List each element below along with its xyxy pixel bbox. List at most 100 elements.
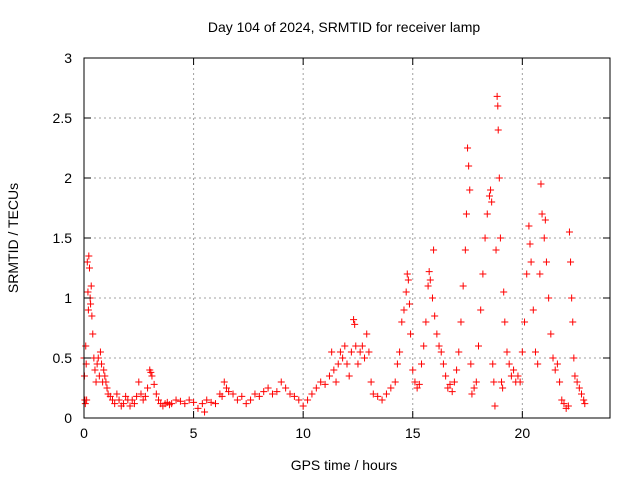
data-point <box>492 246 500 254</box>
data-point <box>521 318 529 326</box>
data-point <box>505 360 513 368</box>
data-point <box>260 388 268 396</box>
data-point <box>92 378 100 386</box>
data-point <box>496 234 504 242</box>
data-point <box>144 384 152 392</box>
data-point <box>358 342 366 350</box>
y-tick-label: 3 <box>64 50 72 66</box>
data-point <box>453 366 461 374</box>
data-point <box>81 400 89 408</box>
data-point <box>194 404 202 412</box>
data-point <box>422 318 430 326</box>
data-point <box>198 400 206 408</box>
data-point <box>439 360 447 368</box>
data-point <box>130 400 138 408</box>
data-point <box>545 294 553 302</box>
data-point <box>126 402 134 410</box>
data-point <box>84 306 92 314</box>
data-point <box>84 288 92 296</box>
data-point <box>580 396 588 404</box>
data-point <box>295 396 303 404</box>
data-point <box>523 270 531 278</box>
data-point <box>493 92 501 100</box>
data-point <box>220 378 228 386</box>
data-point <box>115 396 123 404</box>
data-point <box>351 320 359 328</box>
x-axis-label: GPS time / hours <box>291 457 398 473</box>
data-point <box>426 276 434 284</box>
data-point <box>413 384 421 392</box>
data-point <box>400 306 408 314</box>
data-point <box>106 392 114 400</box>
data-point <box>465 162 473 170</box>
data-point <box>102 378 110 386</box>
data-point <box>369 390 377 398</box>
data-point <box>569 318 577 326</box>
data-point <box>538 210 546 218</box>
data-point <box>352 342 360 350</box>
data-point <box>490 378 498 386</box>
data-point <box>567 258 575 266</box>
data-point <box>488 198 496 206</box>
data-point <box>536 270 544 278</box>
data-point <box>415 380 423 388</box>
data-point <box>403 270 411 278</box>
data-point <box>325 372 333 380</box>
data-point <box>387 384 395 392</box>
data-point <box>565 228 573 236</box>
data-point <box>282 384 290 392</box>
data-point <box>540 234 548 242</box>
data-point <box>446 380 454 388</box>
data-point <box>251 390 259 398</box>
y-tick-label: 0 <box>64 410 72 426</box>
y-tick-label: 1 <box>64 290 72 306</box>
data-point <box>455 348 463 356</box>
data-point <box>328 348 336 356</box>
data-point <box>527 258 535 266</box>
y-tick-label: 2.5 <box>53 110 73 126</box>
data-point <box>525 222 533 230</box>
data-point <box>336 348 344 356</box>
data-point <box>91 366 99 374</box>
data-point <box>273 388 281 396</box>
data-point <box>317 378 325 386</box>
data-point <box>435 342 443 350</box>
data-point <box>94 354 102 362</box>
data-point <box>83 258 91 266</box>
data-point <box>541 216 549 224</box>
data-point <box>531 348 539 356</box>
data-point <box>96 348 104 356</box>
data-point <box>457 318 465 326</box>
data-point <box>103 384 111 392</box>
data-point <box>437 348 445 356</box>
data-point <box>255 392 263 400</box>
data-point <box>442 372 450 380</box>
data-point <box>218 392 226 400</box>
data-point <box>542 258 550 266</box>
data-point <box>119 400 127 408</box>
data-point <box>98 360 106 368</box>
data-point <box>222 384 230 392</box>
data-point <box>242 400 250 408</box>
data-point <box>378 396 386 404</box>
data-point <box>501 318 509 326</box>
data-point <box>137 390 145 398</box>
data-point <box>87 300 95 308</box>
data-point <box>461 246 469 254</box>
data-point <box>534 360 542 368</box>
data-point <box>382 390 390 398</box>
data-point <box>575 384 583 392</box>
data-point <box>547 330 555 338</box>
data-point <box>472 378 480 386</box>
data-point <box>459 282 467 290</box>
x-tick-label: 15 <box>405 425 421 441</box>
data-point <box>89 330 97 338</box>
data-point <box>500 288 508 296</box>
axis-ticks <box>83 57 610 419</box>
data-point <box>464 144 472 152</box>
data-point <box>568 294 576 302</box>
data-point <box>462 210 470 218</box>
data-point <box>312 384 320 392</box>
data-point <box>402 288 410 296</box>
data-point <box>181 400 189 408</box>
